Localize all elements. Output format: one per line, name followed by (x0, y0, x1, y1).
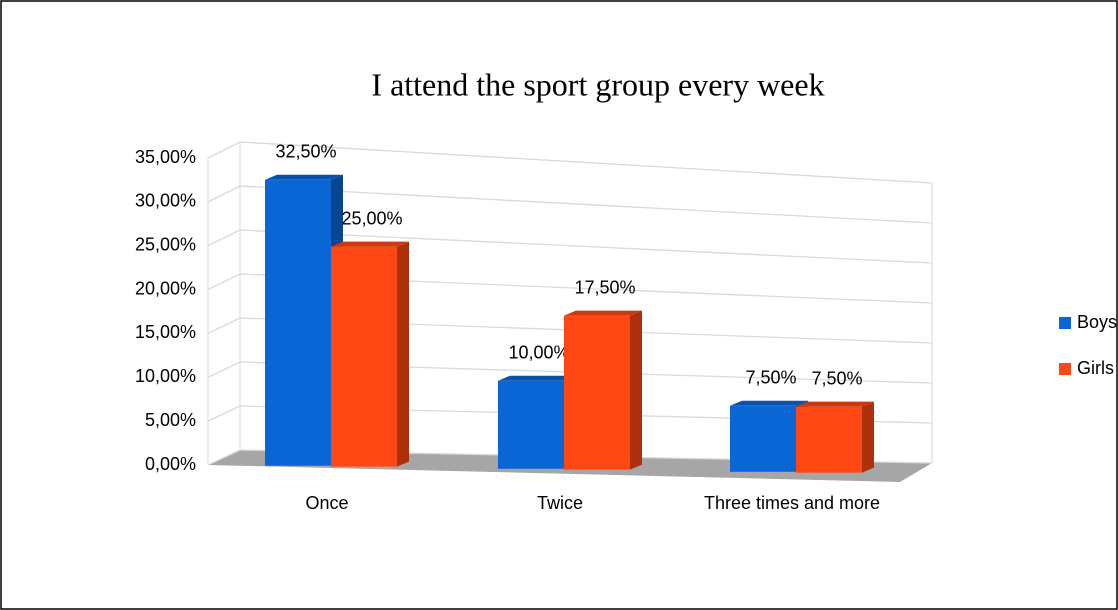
bar (796, 406, 862, 473)
legend-label: Girls (1077, 358, 1114, 378)
bar-top (331, 241, 409, 247)
bar-top (796, 401, 874, 407)
grid-line (207, 273, 933, 304)
y-tick-label: 30,00% (135, 191, 196, 211)
y-tick-label: 25,00% (135, 234, 196, 254)
grid-line (207, 361, 933, 384)
data-label: 17,50% (574, 277, 635, 297)
y-tick-label: 5,00% (145, 410, 196, 430)
bar (331, 246, 397, 467)
bar-top (265, 174, 343, 180)
data-label: 10,00% (508, 343, 569, 363)
bar-side (630, 310, 642, 470)
legend-label: Boys (1077, 312, 1117, 332)
data-label: 7,50% (745, 368, 796, 388)
bar-side (397, 241, 409, 467)
x-tick-label: Once (305, 493, 349, 513)
data-label: 32,50% (275, 141, 336, 161)
y-tick-label: 15,00% (135, 322, 196, 342)
grid-line (207, 405, 933, 424)
bar (498, 380, 564, 469)
chart-title: I attend the sport group every week (371, 66, 824, 102)
y-tick-label: 20,00% (135, 278, 196, 298)
x-tick-label: Twice (536, 493, 583, 513)
data-label: 25,00% (341, 208, 402, 228)
x-tick-label: Three times and more (703, 493, 881, 513)
bar-top (730, 400, 808, 406)
grid-line (207, 449, 933, 466)
bar-side (862, 401, 874, 473)
y-tick-label: 0,00% (145, 454, 196, 474)
bar (730, 405, 796, 472)
grid-line (207, 229, 933, 264)
bar (265, 179, 331, 466)
bar (564, 315, 630, 470)
grid-line (207, 141, 933, 184)
legend-swatch (1059, 317, 1071, 329)
data-label: 7,50% (811, 368, 862, 388)
bar-top (564, 310, 642, 316)
y-tick-label: 35,00% (135, 147, 196, 167)
legend-swatch (1059, 363, 1071, 375)
bar-top (498, 375, 576, 381)
grid-line (207, 185, 933, 224)
grid-line (207, 317, 933, 344)
y-tick-label: 10,00% (135, 366, 196, 386)
